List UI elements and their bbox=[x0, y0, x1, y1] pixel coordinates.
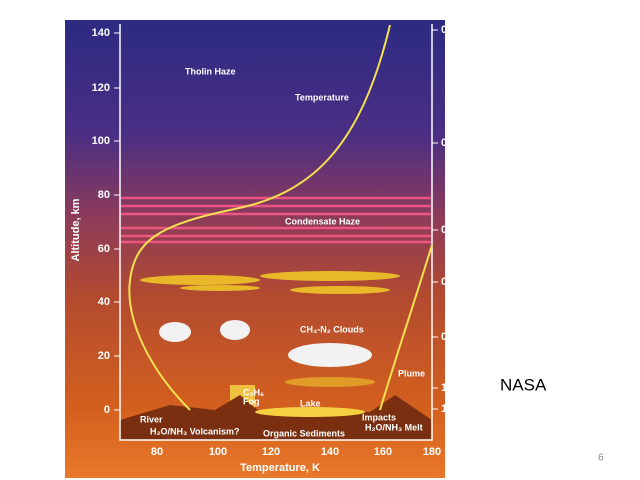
tick-label: 40 bbox=[98, 296, 110, 308]
temperature-curve bbox=[379, 244, 433, 411]
label: Tholin Haze bbox=[185, 66, 236, 76]
tick-label: 120 bbox=[262, 446, 280, 458]
label: Plume bbox=[398, 368, 425, 378]
label: C₂H₆ bbox=[243, 387, 264, 397]
axis-title: Altitude, km bbox=[70, 198, 82, 261]
label: H₂O/NH₃ Volcanism? bbox=[150, 426, 240, 436]
label: Impacts bbox=[362, 412, 396, 422]
temperature-curve bbox=[128, 24, 391, 411]
tick-label: 60 bbox=[98, 243, 110, 255]
tick-label: 140 bbox=[92, 27, 110, 39]
bottom-axis: 80 100 120 140 160 180 bbox=[151, 446, 441, 458]
axis-title: Pressure, bar bbox=[482, 194, 494, 265]
tick-label: 20 bbox=[98, 350, 110, 362]
axis-title: Temperature, K bbox=[240, 462, 320, 474]
tick-label: 1.0 bbox=[441, 382, 456, 394]
tick-label: 120 bbox=[92, 82, 110, 94]
label: Temperature bbox=[295, 92, 349, 102]
credit: NASA bbox=[500, 375, 547, 394]
tick-label: 80 bbox=[98, 189, 110, 201]
label: Organic Sediments bbox=[263, 428, 345, 438]
label: River bbox=[140, 414, 163, 424]
slide-number: 6 bbox=[598, 453, 604, 464]
left-axis: 140 120 100 80 60 40 20 0 bbox=[92, 27, 120, 416]
labels: Tholin Haze Temperature Condensate Haze CH₄… bbox=[140, 66, 425, 438]
tick-label: 0.3 bbox=[441, 331, 456, 343]
white-clouds bbox=[159, 320, 372, 367]
surface bbox=[120, 395, 432, 440]
label: CH₄-N₂ Clouds bbox=[300, 324, 364, 334]
right-axis: 0.003 0.01 0.03 0.1 0.3 1.0 1.5 bbox=[432, 24, 469, 415]
label: H₂O/NH₃ Melt bbox=[365, 422, 423, 432]
tick-label: 1.5 bbox=[441, 403, 456, 415]
label: Condensate Haze bbox=[285, 216, 360, 226]
tick-label: 140 bbox=[321, 446, 339, 458]
tick-label: 0.03 bbox=[441, 224, 462, 236]
clouds bbox=[140, 271, 400, 387]
tick-label: 0 bbox=[104, 404, 110, 416]
tick-label: 160 bbox=[374, 446, 392, 458]
tick-label: 80 bbox=[151, 446, 163, 458]
label: Fog bbox=[243, 396, 260, 406]
tick-label: 180 bbox=[423, 446, 441, 458]
label: Lake bbox=[300, 398, 321, 408]
lake bbox=[255, 407, 365, 417]
tick-label: 100 bbox=[92, 135, 110, 147]
tick-label: 0.01 bbox=[441, 137, 462, 149]
plot-frame bbox=[119, 24, 433, 441]
tick-label: 100 bbox=[209, 446, 227, 458]
tick-label: 0.003 bbox=[441, 24, 469, 36]
tick-label: 0.1 bbox=[441, 276, 456, 288]
